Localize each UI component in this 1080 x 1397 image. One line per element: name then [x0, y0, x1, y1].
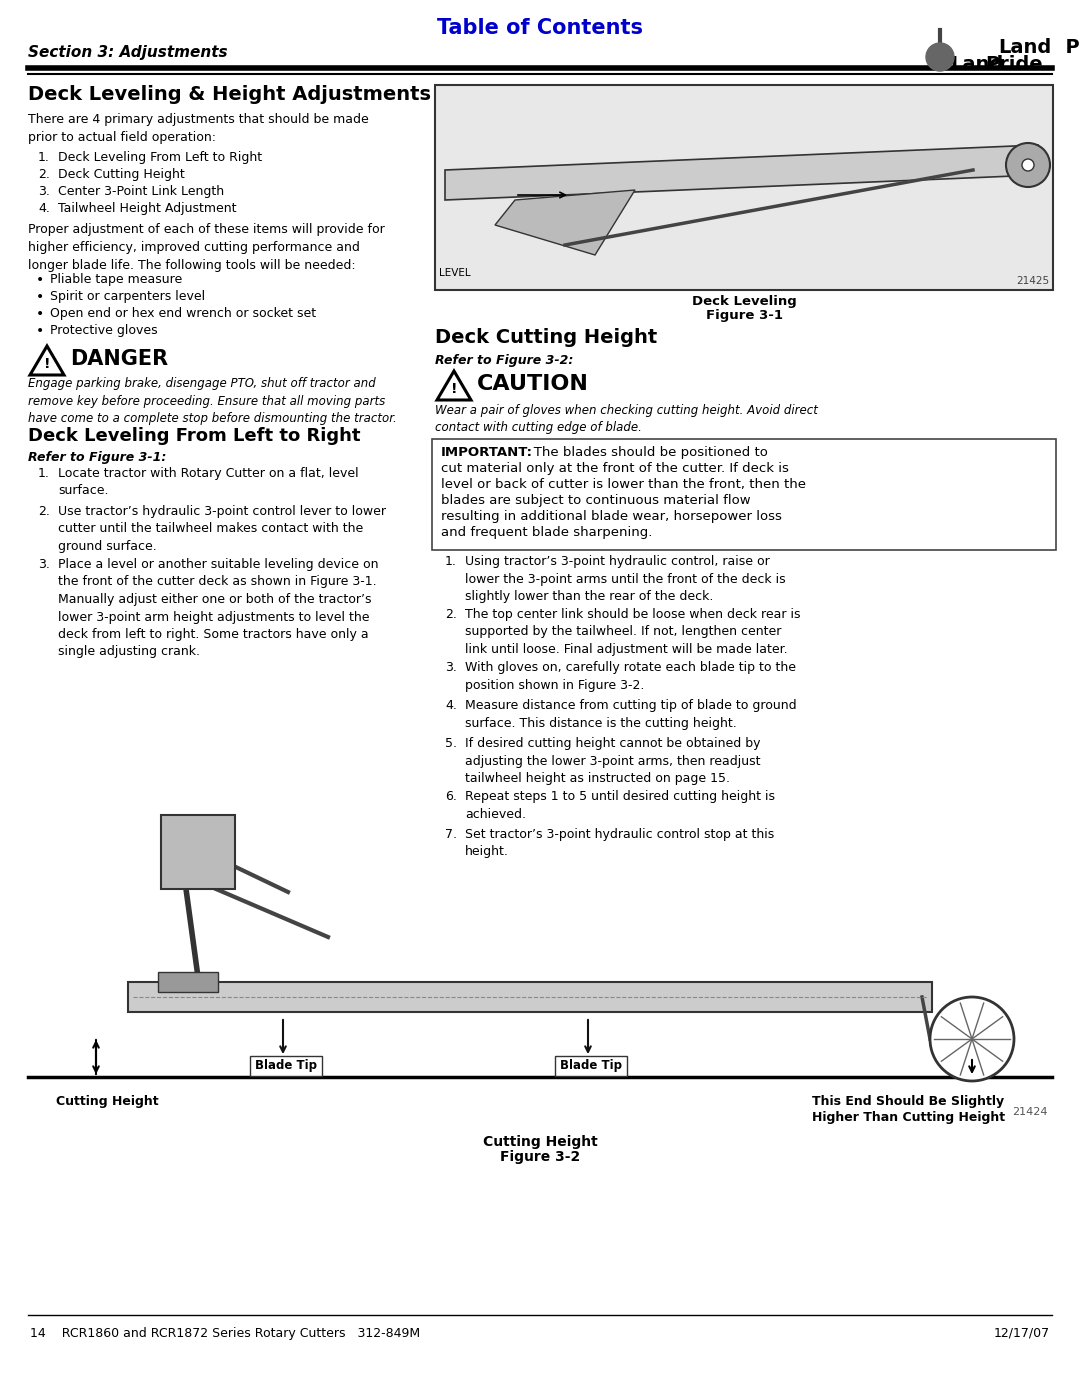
Text: Section 3: Adjustments: Section 3: Adjustments	[28, 45, 228, 60]
Text: 14    RCR1860 and RCR1872 Series Rotary Cutters   312-849M: 14 RCR1860 and RCR1872 Series Rotary Cut…	[30, 1327, 420, 1340]
Text: Pride: Pride	[1052, 38, 1080, 57]
Text: 7.: 7.	[445, 828, 457, 841]
Text: •: •	[36, 291, 44, 305]
Text: 2.: 2.	[38, 504, 50, 518]
Text: Deck Leveling: Deck Leveling	[691, 295, 796, 307]
FancyBboxPatch shape	[158, 972, 218, 992]
Text: Using tractor’s 3-point hydraulic control, raise or
lower the 3-point arms until: Using tractor’s 3-point hydraulic contro…	[465, 555, 785, 604]
FancyBboxPatch shape	[161, 814, 235, 888]
Text: Cutting Height: Cutting Height	[56, 1095, 159, 1108]
Text: Protective gloves: Protective gloves	[50, 324, 158, 337]
Text: Land: Land	[999, 38, 1052, 57]
Polygon shape	[437, 372, 471, 400]
Text: Refer to Figure 3-1:: Refer to Figure 3-1:	[28, 451, 166, 464]
Text: Deck Leveling From Left to Right: Deck Leveling From Left to Right	[58, 151, 262, 163]
Text: 12/17/07: 12/17/07	[994, 1327, 1050, 1340]
Text: Spirit or carpenters level: Spirit or carpenters level	[50, 291, 205, 303]
Polygon shape	[30, 346, 64, 374]
Text: 3.: 3.	[445, 661, 457, 673]
Text: There are 4 primary adjustments that should be made
prior to actual field operat: There are 4 primary adjustments that sho…	[28, 113, 368, 144]
Text: With gloves on, carefully rotate each blade tip to the
position shown in Figure : With gloves on, carefully rotate each bl…	[465, 661, 796, 692]
Text: The blades should be positioned to: The blades should be positioned to	[521, 446, 768, 460]
Text: blades are subject to continuous material flow: blades are subject to continuous materia…	[441, 495, 751, 507]
Text: Use tractor’s hydraulic 3-point control lever to lower
cutter until the tailwhee: Use tractor’s hydraulic 3-point control …	[58, 504, 386, 553]
Text: !: !	[44, 358, 51, 372]
Text: IMPORTANT:: IMPORTANT:	[441, 446, 534, 460]
Circle shape	[930, 997, 1014, 1081]
Text: This End Should Be Slightly
Higher Than Cutting Height: This End Should Be Slightly Higher Than …	[812, 1095, 1005, 1125]
Text: Engage parking brake, disengage PTO, shut off tractor and
remove key before proc: Engage parking brake, disengage PTO, shu…	[28, 377, 396, 425]
Text: Pride: Pride	[985, 54, 1042, 74]
Text: Proper adjustment of each of these items will provide for
higher efficiency, imp: Proper adjustment of each of these items…	[28, 224, 384, 272]
Text: Land: Land	[950, 54, 1003, 74]
Text: Measure distance from cutting tip of blade to ground
surface. This distance is t: Measure distance from cutting tip of bla…	[465, 698, 797, 729]
Text: Tailwheel Height Adjustment: Tailwheel Height Adjustment	[58, 203, 237, 215]
Text: 5.: 5.	[445, 738, 457, 750]
Text: 3.: 3.	[38, 557, 50, 571]
Text: Blade Tip: Blade Tip	[255, 1059, 318, 1073]
FancyBboxPatch shape	[129, 982, 932, 1011]
Text: level or back of cutter is lower than the front, then the: level or back of cutter is lower than th…	[441, 478, 806, 490]
Text: •: •	[36, 324, 44, 338]
Text: Figure 3-1: Figure 3-1	[705, 309, 783, 321]
Text: Repeat steps 1 to 5 until desired cutting height is
achieved.: Repeat steps 1 to 5 until desired cuttin…	[465, 789, 775, 820]
Text: Table of Contents: Table of Contents	[437, 18, 643, 38]
Text: •: •	[36, 272, 44, 286]
Text: Deck Leveling From Left to Right: Deck Leveling From Left to Right	[28, 427, 361, 446]
Text: Refer to Figure 3-2:: Refer to Figure 3-2:	[435, 353, 573, 367]
Text: cut material only at the front of the cutter. If deck is: cut material only at the front of the cu…	[441, 462, 788, 475]
Text: Center 3-Point Link Length: Center 3-Point Link Length	[58, 184, 225, 198]
Text: resulting in additional blade wear, horsepower loss: resulting in additional blade wear, hors…	[441, 510, 782, 522]
Text: Deck Cutting Height: Deck Cutting Height	[435, 328, 658, 346]
Text: Blade Tip: Blade Tip	[561, 1059, 622, 1073]
FancyBboxPatch shape	[435, 85, 1053, 291]
Text: 2.: 2.	[38, 168, 50, 182]
Text: 4.: 4.	[445, 698, 457, 712]
Text: Place a level or another suitable leveling device on
the front of the cutter dec: Place a level or another suitable leveli…	[58, 557, 378, 658]
Text: 3.: 3.	[38, 184, 50, 198]
Text: 21425: 21425	[1016, 277, 1049, 286]
Text: •: •	[36, 307, 44, 321]
Circle shape	[1005, 142, 1050, 187]
FancyBboxPatch shape	[432, 439, 1056, 550]
Text: !: !	[450, 381, 457, 395]
Text: 1.: 1.	[38, 467, 50, 481]
Polygon shape	[495, 190, 635, 256]
Text: 1.: 1.	[445, 555, 457, 569]
Text: Set tractor’s 3-point hydraulic control stop at this
height.: Set tractor’s 3-point hydraulic control …	[465, 828, 774, 859]
Text: Open end or hex end wrench or socket set: Open end or hex end wrench or socket set	[50, 307, 316, 320]
Text: and frequent blade sharpening.: and frequent blade sharpening.	[441, 527, 652, 539]
Text: Deck Cutting Height: Deck Cutting Height	[58, 168, 185, 182]
Text: 21424: 21424	[1013, 1106, 1048, 1118]
FancyBboxPatch shape	[249, 1056, 322, 1076]
Text: 4.: 4.	[38, 203, 50, 215]
Polygon shape	[445, 145, 1038, 200]
FancyBboxPatch shape	[555, 1056, 627, 1076]
Text: Cutting Height: Cutting Height	[483, 1134, 597, 1148]
Text: Locate tractor with Rotary Cutter on a flat, level
surface.: Locate tractor with Rotary Cutter on a f…	[58, 467, 359, 497]
Text: Pliable tape measure: Pliable tape measure	[50, 272, 183, 286]
Text: LEVEL: LEVEL	[438, 268, 471, 278]
Circle shape	[1022, 159, 1034, 170]
Circle shape	[926, 43, 954, 71]
Text: If desired cutting height cannot be obtained by
adjusting the lower 3-point arms: If desired cutting height cannot be obta…	[465, 738, 760, 785]
Text: 1.: 1.	[38, 151, 50, 163]
Text: Figure 3-2: Figure 3-2	[500, 1150, 580, 1164]
Text: Wear a pair of gloves when checking cutting height. Avoid direct
contact with cu: Wear a pair of gloves when checking cutt…	[435, 404, 818, 434]
Text: 2.: 2.	[445, 608, 457, 622]
Text: DANGER: DANGER	[70, 349, 168, 369]
Text: 6.: 6.	[445, 789, 457, 803]
Text: CAUTION: CAUTION	[477, 374, 589, 394]
Text: Deck Leveling & Height Adjustments: Deck Leveling & Height Adjustments	[28, 85, 431, 103]
Text: The top center link should be loose when deck rear is
supported by the tailwheel: The top center link should be loose when…	[465, 608, 800, 657]
